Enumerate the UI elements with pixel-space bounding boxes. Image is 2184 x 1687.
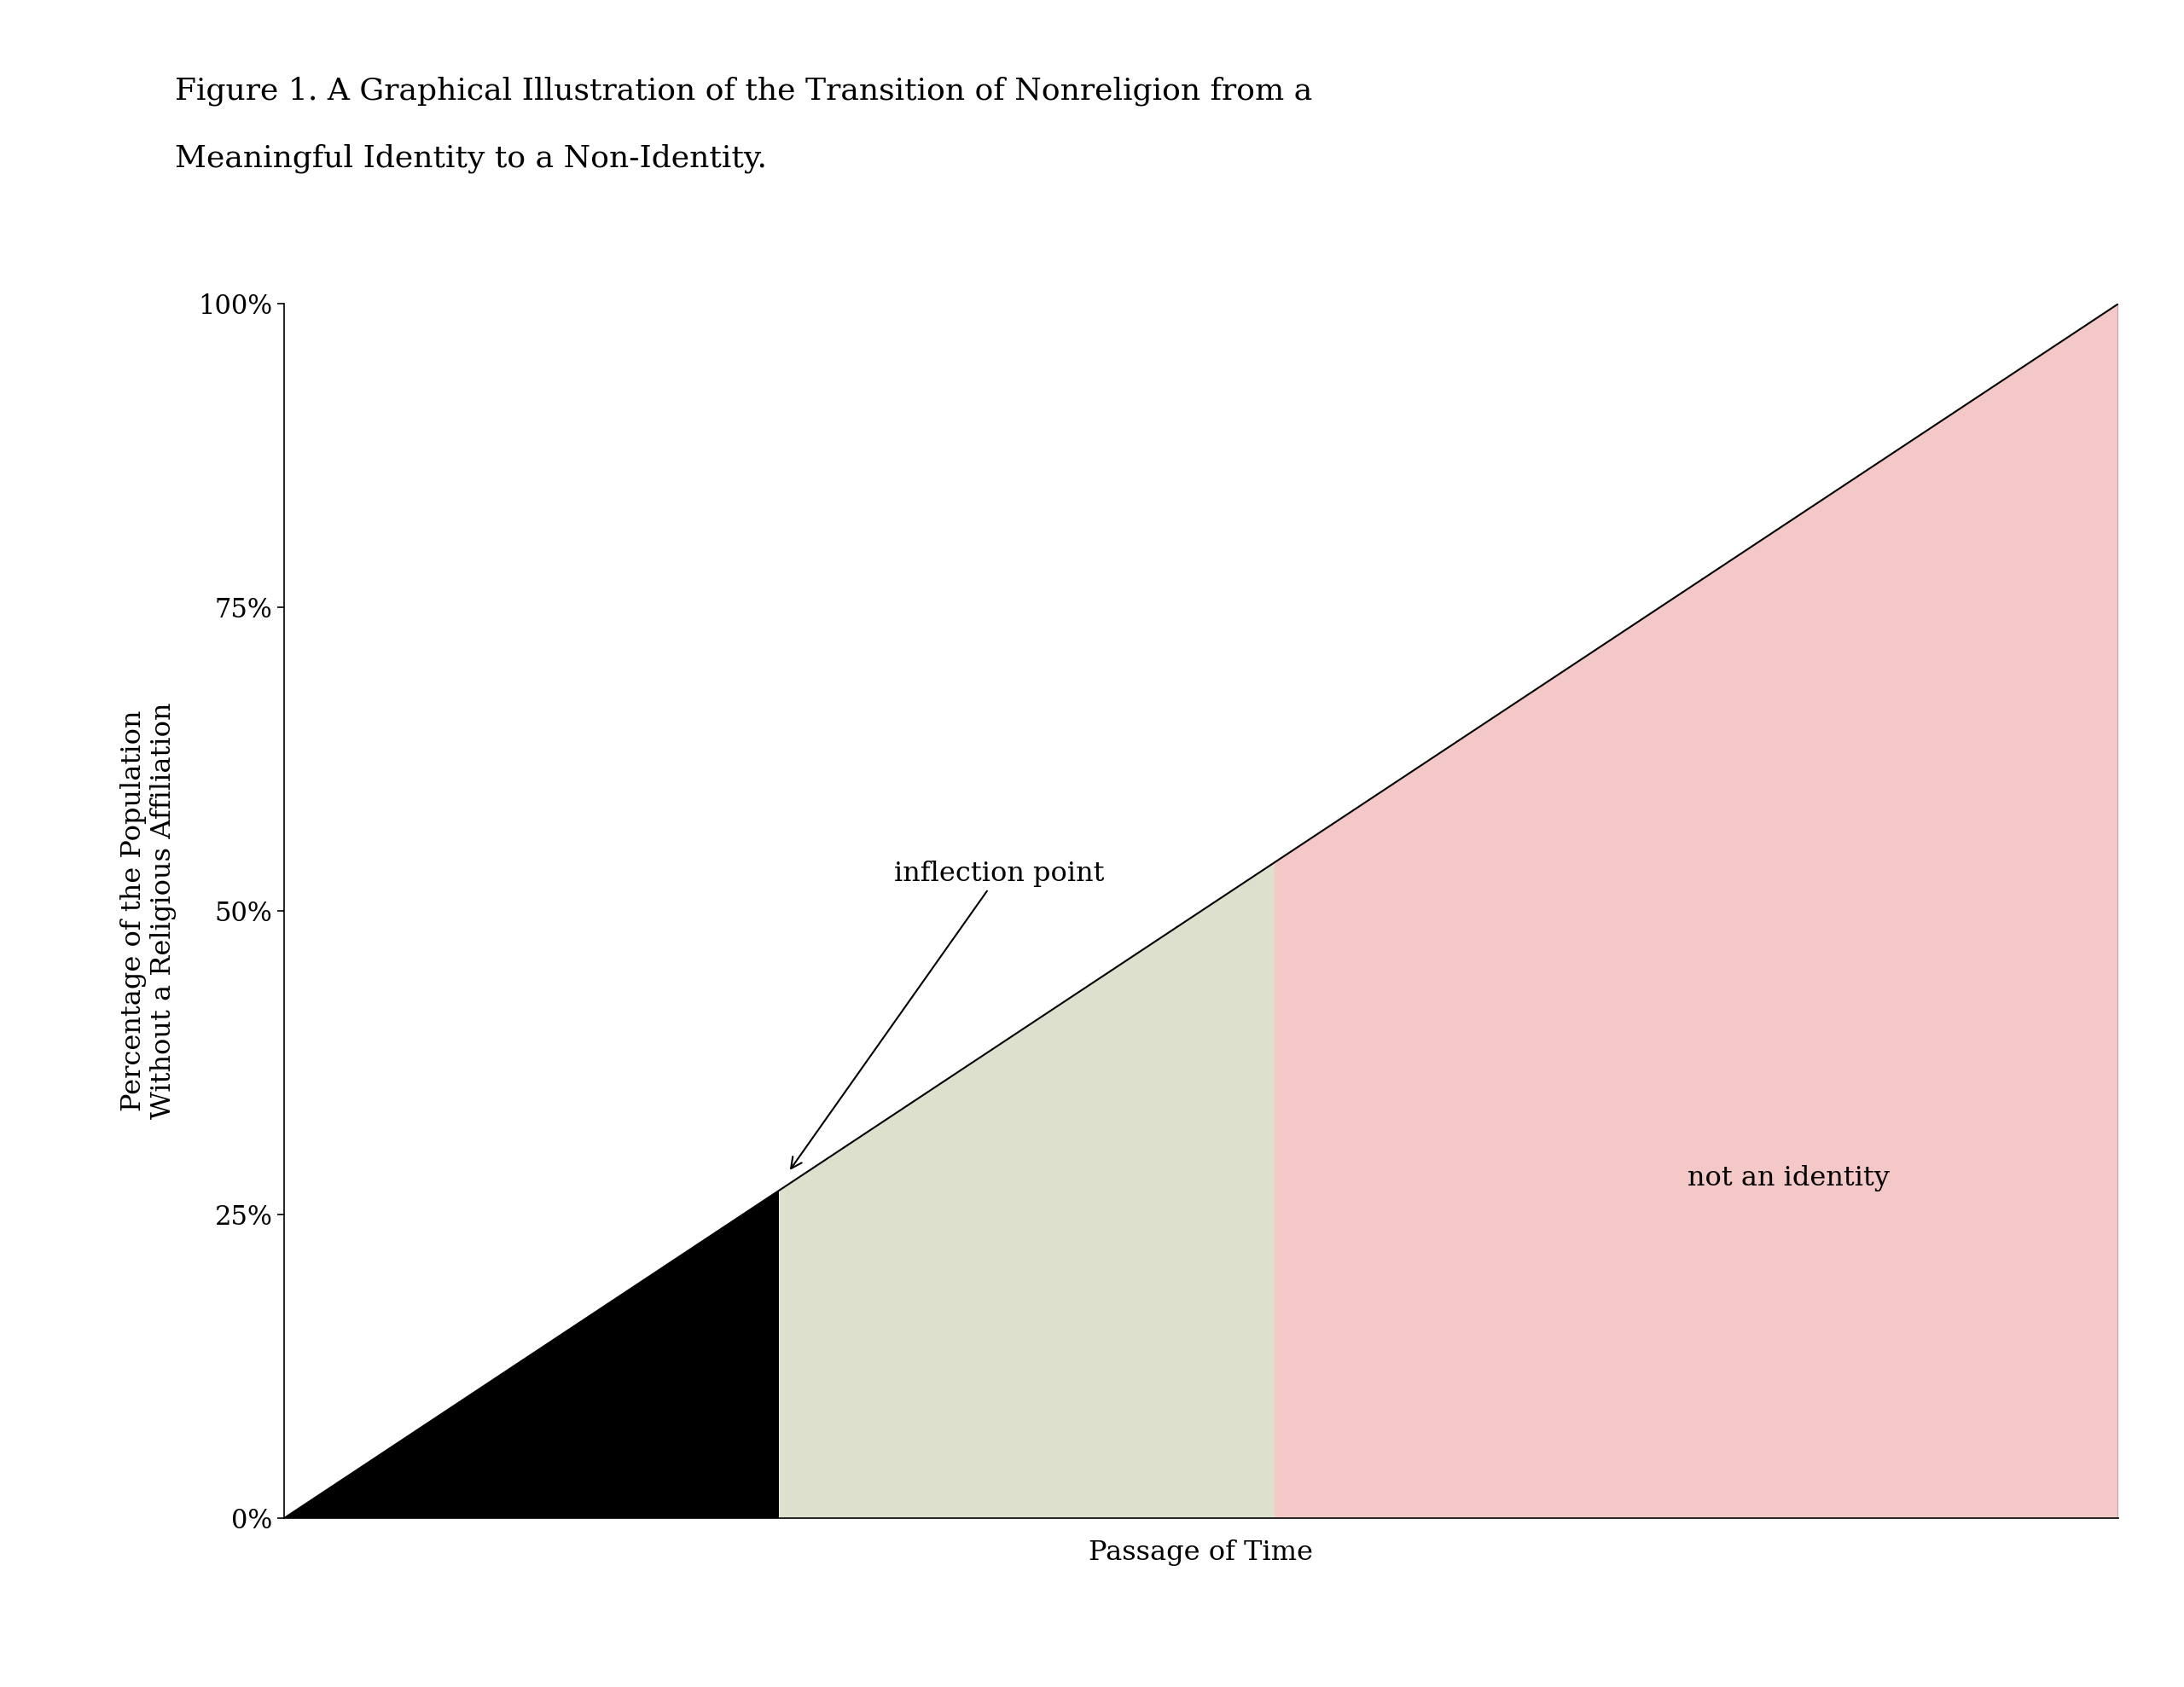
Polygon shape bbox=[284, 1191, 780, 1518]
X-axis label: Passage of Time: Passage of Time bbox=[1090, 1540, 1313, 1566]
Polygon shape bbox=[1275, 304, 2118, 1518]
Text: nonreligious: nonreligious bbox=[498, 1474, 670, 1500]
Y-axis label: Percentage of the Population
Without a Religious Affiliation: Percentage of the Population Without a R… bbox=[120, 703, 177, 1118]
Text: Meaningful Identity to a Non-Identity.: Meaningful Identity to a Non-Identity. bbox=[175, 143, 767, 172]
Polygon shape bbox=[780, 862, 1275, 1518]
Text: inflection point: inflection point bbox=[791, 860, 1105, 1169]
Text: Figure 1. A Graphical Illustration of the Transition of Nonreligion from a: Figure 1. A Graphical Illustration of th… bbox=[175, 76, 1313, 105]
Text: not an identity: not an identity bbox=[1688, 1166, 1889, 1191]
